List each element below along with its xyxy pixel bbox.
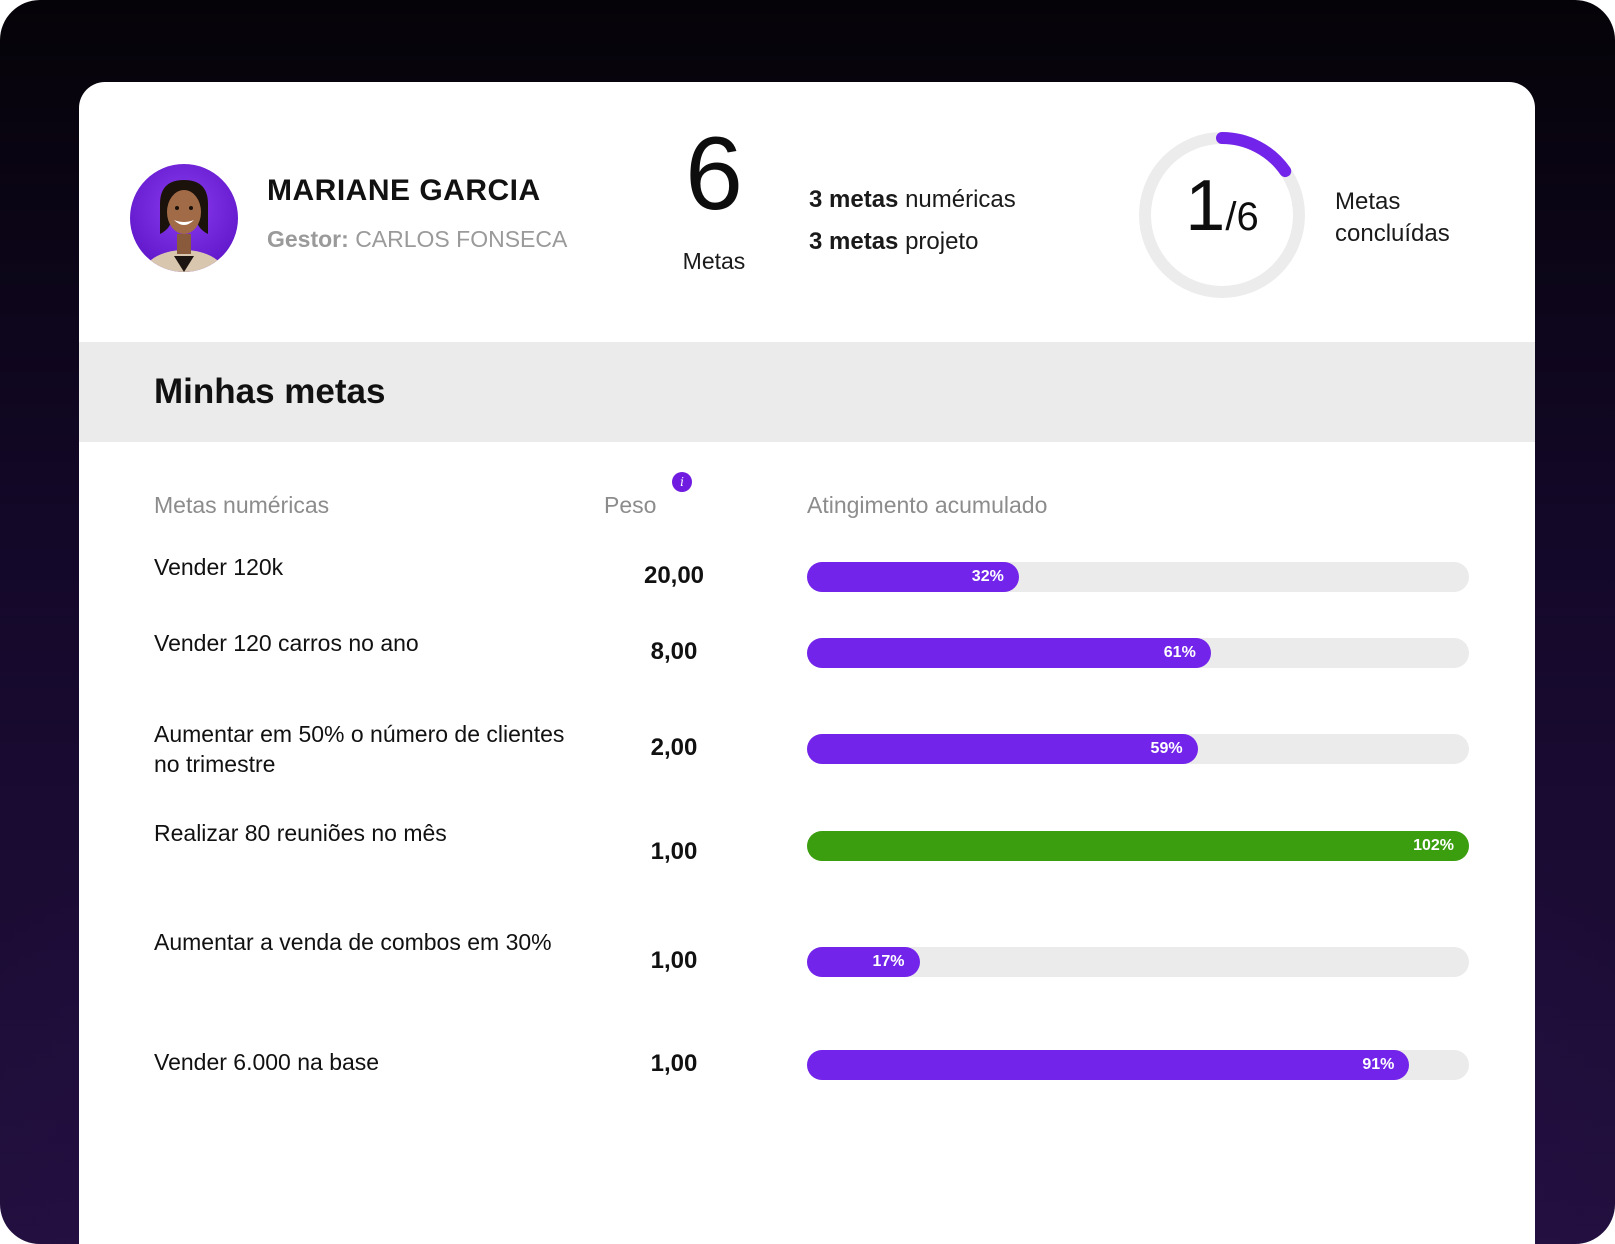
completion-ring (1139, 132, 1305, 298)
user-name: MARIANE GARCIA (267, 174, 541, 207)
progress-percent: 91% (1362, 1056, 1395, 1073)
completion-ratio: 1/6 (1135, 170, 1309, 242)
manager-label: Gestor: (267, 226, 349, 252)
section-header: Minhas metas (79, 342, 1535, 442)
progress-fill: 32% (807, 562, 1019, 592)
progress-fill: 61% (807, 638, 1211, 668)
progress-percent: 59% (1150, 740, 1183, 757)
completed-total: /6 (1225, 195, 1259, 239)
progress-track: 32% (807, 562, 1469, 592)
numeric-goals-count: 3 metas numéricas (809, 186, 1016, 213)
goal-weight: 8,00 (650, 638, 698, 665)
progress-track: 61% (807, 638, 1469, 668)
goal-name[interactable]: Aumentar a venda de combos em 30% (154, 929, 552, 955)
goal-name[interactable]: Vender 120 carros no ano (154, 630, 419, 656)
goal-weight: 1,00 (650, 1050, 698, 1077)
goal-weight: 1,00 (650, 947, 698, 974)
goal-name[interactable]: Vender 6.000 na base (154, 1049, 380, 1075)
section-title: Minhas metas (154, 372, 386, 411)
goals-total-count: 6 (685, 116, 743, 232)
completed-count: 1 (1185, 166, 1226, 246)
goal-weight: 2,00 (650, 734, 698, 761)
column-header-weight: Peso (604, 492, 657, 518)
completion-ring-progress (1139, 132, 1305, 298)
column-header-progress: Atingimento acumulado (807, 492, 1048, 518)
progress-percent: 61% (1163, 644, 1196, 661)
goal-name[interactable]: Vender 120k (154, 554, 284, 580)
progress-fill: 102% (807, 831, 1469, 861)
progress-percent: 32% (971, 568, 1004, 585)
manager-name: CARLOS FONSECA (355, 226, 568, 252)
goal-weight: 1,00 (650, 838, 698, 865)
goal-name[interactable]: Realizar 80 reuniões no mês (154, 820, 447, 846)
progress-percent: 102% (1413, 837, 1454, 854)
progress-fill: 59% (807, 734, 1198, 764)
info-icon[interactable]: i (672, 472, 692, 492)
progress-track: 59% (807, 734, 1469, 764)
progress-fill: 17% (807, 947, 920, 977)
avatar[interactable] (130, 164, 238, 272)
progress-track: 102% (807, 831, 1469, 861)
project-goals-count: 3 metas projeto (809, 228, 979, 255)
goals-breakdown: 3 metas numéricas 3 metas projeto (809, 186, 1016, 270)
progress-track: 17% (807, 947, 1469, 977)
progress-track: 91% (807, 1050, 1469, 1080)
column-header-goal: Metas numéricas (154, 492, 330, 518)
completion-caption: Metas concluídas (1335, 188, 1450, 247)
goal-weight: 20,00 (643, 562, 705, 589)
progress-fill: 91% (807, 1050, 1410, 1080)
goals-card: MARIANE GARCIA Gestor: CARLOS FONSECA 6 … (79, 82, 1535, 1244)
manager-info: Gestor: CARLOS FONSECA (267, 226, 567, 253)
progress-percent: 17% (872, 953, 905, 970)
goal-name[interactable]: Aumentar em 50% o número de clientes no … (154, 721, 565, 777)
goals-total-label: Metas (682, 248, 746, 274)
